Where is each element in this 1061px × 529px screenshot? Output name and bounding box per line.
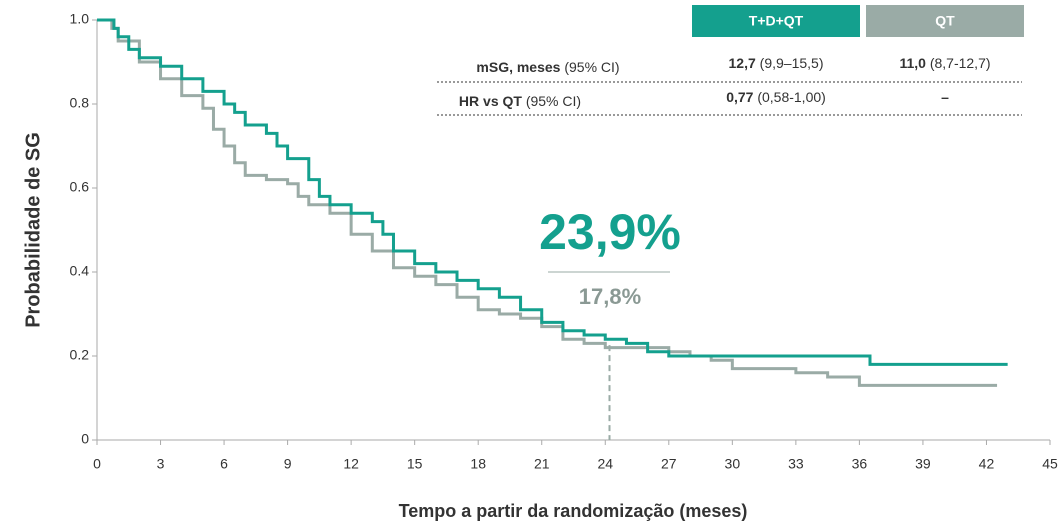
x-tick-label: 39 bbox=[915, 456, 931, 472]
row-label: mSG, meses (95% CI) bbox=[476, 59, 619, 75]
y-tick-label: 0.2 bbox=[70, 347, 90, 363]
row-label: HR vs QT (95% CI) bbox=[459, 93, 581, 109]
cell: 12,7 (9,9–15,5) bbox=[729, 55, 824, 71]
annotation-sub: 17,8% bbox=[579, 284, 641, 309]
x-tick-label: 9 bbox=[284, 456, 292, 472]
annotation-main: 23,9% bbox=[539, 204, 681, 260]
x-tick-label: 36 bbox=[852, 456, 868, 472]
cell-bold: 12,7 bbox=[729, 55, 756, 71]
cell-bold: 0,77 bbox=[726, 89, 753, 105]
x-tick-label: 27 bbox=[661, 456, 677, 472]
cell-bold: 11,0 bbox=[899, 55, 926, 71]
x-tick-label: 45 bbox=[1042, 456, 1058, 472]
x-tick-label: 18 bbox=[470, 456, 486, 472]
cell: 11,0 (8,7-12,7) bbox=[899, 55, 990, 71]
x-tick-label: 24 bbox=[597, 456, 613, 472]
y-tick-label: 0.6 bbox=[70, 179, 90, 195]
x-tick-label: 6 bbox=[220, 456, 228, 472]
x-axis-label: Tempo a partir da randomização (meses) bbox=[399, 501, 748, 521]
cell: – bbox=[941, 89, 949, 105]
label-rest: (95% CI) bbox=[560, 59, 619, 75]
x-tick-label: 12 bbox=[343, 456, 359, 472]
x-tick-label: 0 bbox=[93, 456, 101, 472]
y-tick-label: 0 bbox=[81, 431, 89, 447]
cell-bold: – bbox=[941, 89, 949, 105]
header-cell bbox=[866, 5, 1024, 37]
survival-curve bbox=[97, 18, 1008, 366]
x-tick-label: 15 bbox=[407, 456, 423, 472]
x-tick-label: 42 bbox=[979, 456, 995, 472]
y-tick-label: 0.4 bbox=[70, 263, 90, 279]
cell-rest: (9,9–15,5) bbox=[756, 55, 824, 71]
header-cell bbox=[692, 5, 860, 37]
header-text: T+D+QT bbox=[749, 13, 804, 29]
x-tick-label: 30 bbox=[725, 456, 741, 472]
cell-rest: (0,58-1,00) bbox=[753, 89, 825, 105]
y-tick-label: 1.0 bbox=[70, 11, 90, 27]
cell: 0,77 (0,58-1,00) bbox=[726, 89, 826, 105]
label-bold: HR vs QT bbox=[459, 93, 522, 109]
header-text: QT bbox=[935, 13, 955, 29]
y-tick-label: 0.8 bbox=[70, 95, 90, 111]
x-tick-label: 3 bbox=[157, 456, 165, 472]
label-rest: (95% CI) bbox=[522, 93, 581, 109]
label-bold: mSG, meses bbox=[476, 59, 560, 75]
cell-rest: (8,7-12,7) bbox=[926, 55, 991, 71]
y-axis-label: Probabilidade de SG bbox=[22, 132, 44, 328]
survival-curve bbox=[97, 18, 998, 387]
x-tick-label: 21 bbox=[534, 456, 550, 472]
x-tick-label: 33 bbox=[788, 456, 804, 472]
